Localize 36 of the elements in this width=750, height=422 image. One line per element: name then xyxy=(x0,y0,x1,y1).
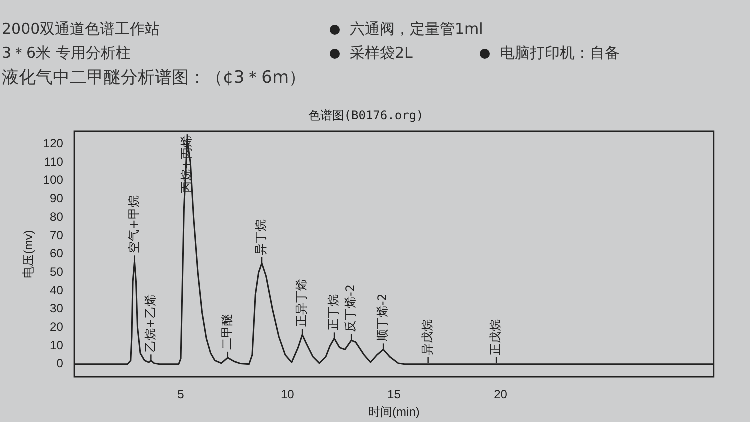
annotation: 异丁烷 xyxy=(254,219,268,256)
annotation: 反丁烯-2 xyxy=(344,284,358,333)
annotation: 空气+甲烷 xyxy=(126,196,141,254)
annotation: 二甲醚 xyxy=(220,314,234,350)
text: 六通阀，定量管1ml xyxy=(350,20,484,39)
x-tick-label: 20 xyxy=(494,388,508,402)
y-tick-label: 10 xyxy=(50,338,64,352)
text: 3＊6米 专用分析柱 xyxy=(2,44,131,63)
text: 2000双通道色谱工作站 xyxy=(2,20,160,39)
text: 采样袋2L xyxy=(350,44,413,63)
chart-title: 色谱图(B0176.org) xyxy=(308,108,424,122)
annotation: 正异丁烯 xyxy=(294,279,309,328)
y-tick-label: 110 xyxy=(44,154,64,169)
annotation: 异戊烷 xyxy=(420,319,434,356)
x-tick-label: 5 xyxy=(178,388,185,402)
y-tick-label: 30 xyxy=(50,302,64,316)
y-tick-label: 20 xyxy=(50,320,64,334)
y-tick-label: 90 xyxy=(50,192,64,206)
annotation: 顺丁烯-2 xyxy=(376,294,390,342)
x-tick-label: 15 xyxy=(388,388,402,402)
x-axis-title: 时间(min) xyxy=(368,405,420,420)
x-tick-label: 10 xyxy=(280,388,295,402)
annotation: 正戊烷 xyxy=(488,319,503,356)
y-tick-label: 100 xyxy=(43,173,64,188)
annotation: 乙烷+乙烯 xyxy=(143,294,158,353)
y-tick-label: 80 xyxy=(50,210,64,224)
annotation: 正丁烷 xyxy=(326,294,341,331)
y-tick-label: 0 xyxy=(56,356,64,371)
y-axis-title: 电压(mv) xyxy=(22,230,36,278)
y-tick-label: 50 xyxy=(50,264,64,279)
text: 液化气中二甲醚分析谱图：（¢3＊6m） xyxy=(2,67,306,89)
y-tick-label: 60 xyxy=(50,246,64,261)
text: 电脑打印机：自备 xyxy=(500,44,620,63)
y-tick-label: 120 xyxy=(43,136,64,151)
y-tick-label: 70 xyxy=(50,228,64,242)
y-tick-label: 40 xyxy=(50,283,64,298)
